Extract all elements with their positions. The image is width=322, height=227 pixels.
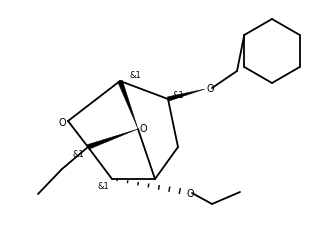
Polygon shape [167, 90, 205, 102]
Text: &1: &1 [130, 70, 142, 79]
Polygon shape [87, 129, 138, 150]
Text: O: O [140, 123, 147, 133]
Polygon shape [118, 81, 138, 129]
Text: &1: &1 [97, 182, 109, 191]
Text: O: O [58, 118, 66, 127]
Text: &1: &1 [72, 150, 84, 159]
Text: &1: &1 [173, 91, 185, 100]
Text: O: O [187, 188, 194, 198]
Text: O: O [207, 84, 215, 94]
